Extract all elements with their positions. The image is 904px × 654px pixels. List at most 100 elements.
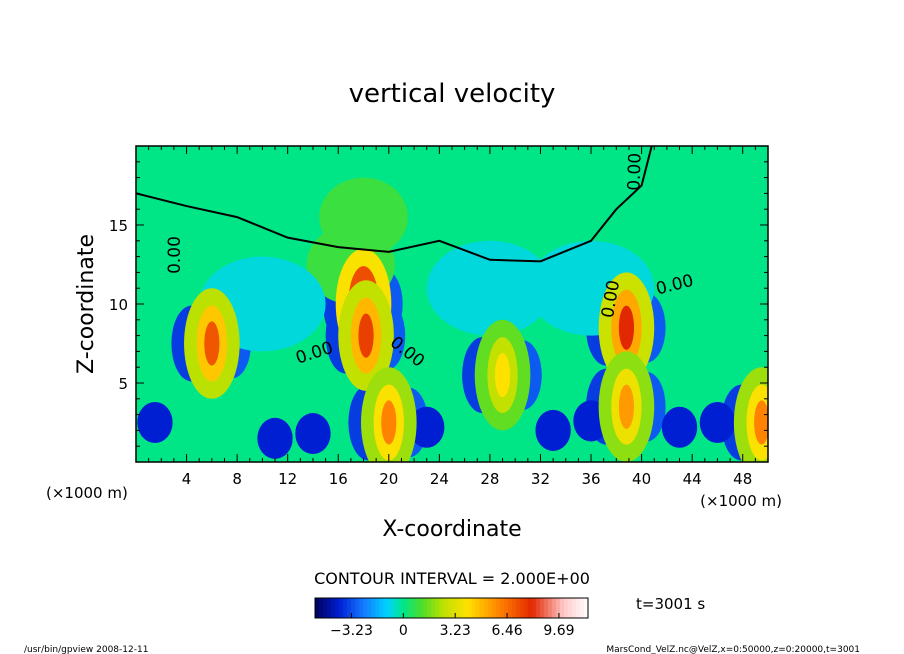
colorbar-tick-label: 6.46 (491, 623, 522, 639)
colorbar-cell (507, 598, 513, 618)
colorbar-cell (375, 598, 380, 618)
colorbar-cell (487, 598, 493, 618)
x-tick-label: 20 (379, 470, 398, 488)
field-blob (494, 352, 511, 398)
colorbar-tick-label: 0 (399, 623, 408, 639)
colorbar-cell (511, 598, 517, 618)
colorbar-cell (415, 598, 420, 618)
footer-right: MarsCond_VelZ.nc@VelZ,x=0:50000,z=0:2000… (606, 645, 860, 654)
contour-interval-text: CONTOUR INTERVAL = 2.000E+00 (314, 569, 590, 588)
colorbar-cell (395, 598, 400, 618)
colorbar-cell (535, 598, 541, 618)
colorbar-cell (335, 598, 340, 618)
x-unit-right: (×1000 m) (700, 492, 782, 510)
field-blob (409, 406, 445, 448)
colorbar-cell (459, 598, 465, 618)
colorbar-cell (419, 598, 424, 618)
colorbar-cell (499, 598, 505, 618)
zero-contour-line (136, 146, 653, 263)
colorbar-cell (579, 598, 585, 618)
colorbar-cell (455, 598, 461, 618)
colorbar-ticks: −3.23 0 3.23 6.46 9.69 (330, 613, 575, 639)
colorbar-cell (539, 598, 545, 618)
colorbar-cell (427, 598, 432, 618)
y-tick-label: 5 (118, 375, 128, 393)
field-blob (381, 400, 397, 445)
x-tick-label: 12 (278, 470, 297, 488)
colorbar-cell (399, 598, 404, 618)
x-unit-left: (×1000 m) (46, 484, 128, 502)
colorbar-cell (471, 598, 477, 618)
colorbar-cell (423, 598, 428, 618)
colorbar-cell (531, 598, 537, 618)
colorbar-cell (387, 598, 392, 618)
field-blob (257, 417, 293, 459)
colorbar-cell (519, 598, 525, 618)
colorbar-cell (575, 598, 581, 618)
colorbar-cell (443, 598, 448, 618)
field-blob (535, 409, 571, 451)
colorbar-cell (439, 598, 444, 618)
contour-label-6: 0.00 (624, 153, 645, 192)
colorbar-cell (331, 598, 336, 618)
colorbar-cell (555, 598, 561, 618)
colorbar-cell (315, 598, 320, 618)
colorbar-cell (343, 598, 348, 618)
colorbar-cell (319, 598, 324, 618)
colorbar-cell (527, 598, 533, 618)
colorbar-cell (567, 598, 573, 618)
y-tick-label: 15 (109, 217, 128, 235)
colorbar-cell (467, 598, 473, 618)
field-blob (618, 305, 635, 350)
y-axis: 5 10 15 (109, 145, 768, 463)
colorbar-cell (451, 598, 457, 618)
colorbar-cells (315, 598, 589, 618)
colorbar-cell (367, 598, 372, 618)
colorbar-cell (379, 598, 384, 618)
x-tick-label: 40 (632, 470, 651, 488)
colorbar-cell (551, 598, 557, 618)
colorbar-cell (407, 598, 412, 618)
colorbar-cell (435, 598, 440, 618)
x-tick-label: 8 (232, 470, 242, 488)
x-axis: 4 8 12 16 20 24 28 32 36 40 44 48 (135, 146, 769, 488)
colorbar-tick-label: 3.23 (440, 623, 471, 639)
colorbar-cell (431, 598, 436, 618)
colorbar-cell (359, 598, 364, 618)
x-tick-label: 36 (581, 470, 600, 488)
colorbar-cell (447, 598, 452, 618)
x-tick-label: 28 (480, 470, 499, 488)
colorbar-cell (583, 598, 589, 618)
velocity-field (137, 177, 768, 462)
colorbar-cell (327, 598, 332, 618)
field-blob (618, 384, 635, 429)
colorbar-cell (559, 598, 565, 618)
chart-title: vertical velocity (349, 79, 556, 109)
x-tick-label: 44 (683, 470, 702, 488)
colorbar-cell (323, 598, 328, 618)
colorbar-cell (403, 598, 408, 618)
colorbar-cell (351, 598, 356, 618)
field-blob (358, 313, 374, 358)
colorbar-cell (463, 598, 469, 618)
footer-left: /usr/bin/gpview 2008-12-11 (24, 645, 148, 654)
field-blob (754, 400, 768, 445)
colorbar-tick-label: 9.69 (543, 623, 574, 639)
contour-label-1: 0.00 (165, 236, 185, 274)
colorbar-cell (491, 598, 497, 618)
x-tick-label: 16 (329, 470, 348, 488)
colorbar-cell (363, 598, 368, 618)
colorbar-cell (523, 598, 529, 618)
colorbar-cell (411, 598, 416, 618)
colorbar-cell (495, 598, 501, 618)
x-axis-label: X-coordinate (382, 517, 521, 542)
colorbar-frame (314, 597, 589, 619)
colorbar-cell (391, 598, 396, 618)
colorbar-cell (503, 598, 509, 618)
field-blob (137, 401, 173, 444)
colorbar-cell (475, 598, 481, 618)
colorbar-cell (543, 598, 549, 618)
colorbar-cell (571, 598, 577, 618)
colorbar-cell (483, 598, 489, 618)
